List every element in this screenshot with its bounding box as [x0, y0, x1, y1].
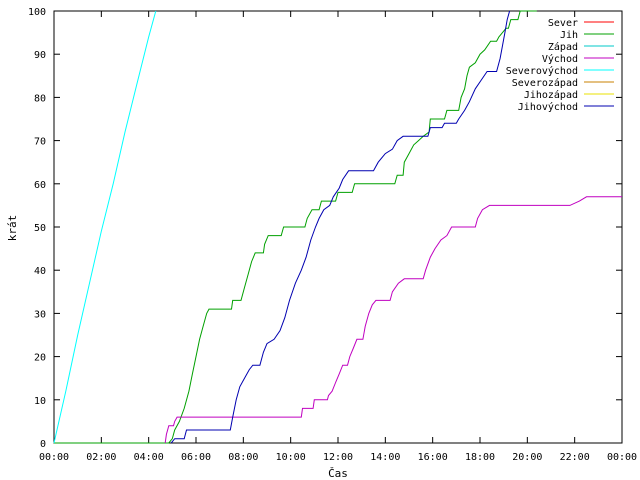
- legend-label: Severovýchod: [506, 65, 578, 77]
- x-tick-label: 10:00: [276, 452, 306, 463]
- legend: SeverJihZápadVýchodSeverovýchodSeverozáp…: [506, 18, 614, 113]
- x-tick-label: 08:00: [228, 452, 258, 463]
- x-tick-label: 12:00: [323, 452, 353, 463]
- x-tick-label: 18:00: [465, 452, 495, 463]
- x-tick-label: 22:00: [560, 452, 590, 463]
- y-tick-label: 50: [34, 223, 46, 234]
- legend-label: Jihozápad: [524, 89, 578, 101]
- legend-label: Západ: [548, 41, 578, 53]
- x-tick-label: 00:00: [607, 452, 637, 463]
- y-axis-label: krát: [6, 215, 19, 242]
- x-tick-label: 04:00: [134, 452, 164, 463]
- legend-label: Sever: [548, 18, 578, 29]
- series-lines: [53, 10, 622, 444]
- y-tick-label: 0: [40, 439, 46, 450]
- y-tick-label: 100: [28, 7, 46, 18]
- y-tick-label: 70: [34, 137, 46, 148]
- y-tick-label: 10: [34, 396, 46, 407]
- series-line-Východ: [164, 196, 622, 444]
- legend-label: Východ: [542, 53, 578, 65]
- x-tick-label: 20:00: [512, 452, 542, 463]
- legend-label: Severozápad: [512, 77, 578, 89]
- x-tick-label: 14:00: [370, 452, 400, 463]
- series-line-Severovýchod: [53, 10, 157, 444]
- y-tick-label: 30: [34, 309, 46, 320]
- legend-label: Jihovýchod: [518, 101, 578, 113]
- y-tick-label: 60: [34, 180, 46, 191]
- series-line-Jihovýchod: [170, 10, 511, 444]
- y-tick-label: 20: [34, 353, 46, 364]
- x-tick-label: 06:00: [181, 452, 211, 463]
- series-line-Jih: [54, 10, 537, 444]
- y-tick-label: 90: [34, 50, 46, 61]
- x-tick-label: 00:00: [39, 452, 69, 463]
- legend-label: Jih: [560, 30, 578, 41]
- x-axis-label: Čas: [328, 467, 348, 480]
- x-tick-label: 16:00: [418, 452, 448, 463]
- y-tick-label: 80: [34, 93, 46, 104]
- y-tick-label: 40: [34, 266, 46, 277]
- y-axis-ticks: 0 10 20 30 40 50 60 70 80 90 100: [28, 7, 622, 450]
- x-axis-ticks: 00:00 02:00 04:00 06:00 08:00 10:00 12:00 14:00…: [39, 11, 637, 463]
- x-tick-label: 02:00: [86, 452, 116, 463]
